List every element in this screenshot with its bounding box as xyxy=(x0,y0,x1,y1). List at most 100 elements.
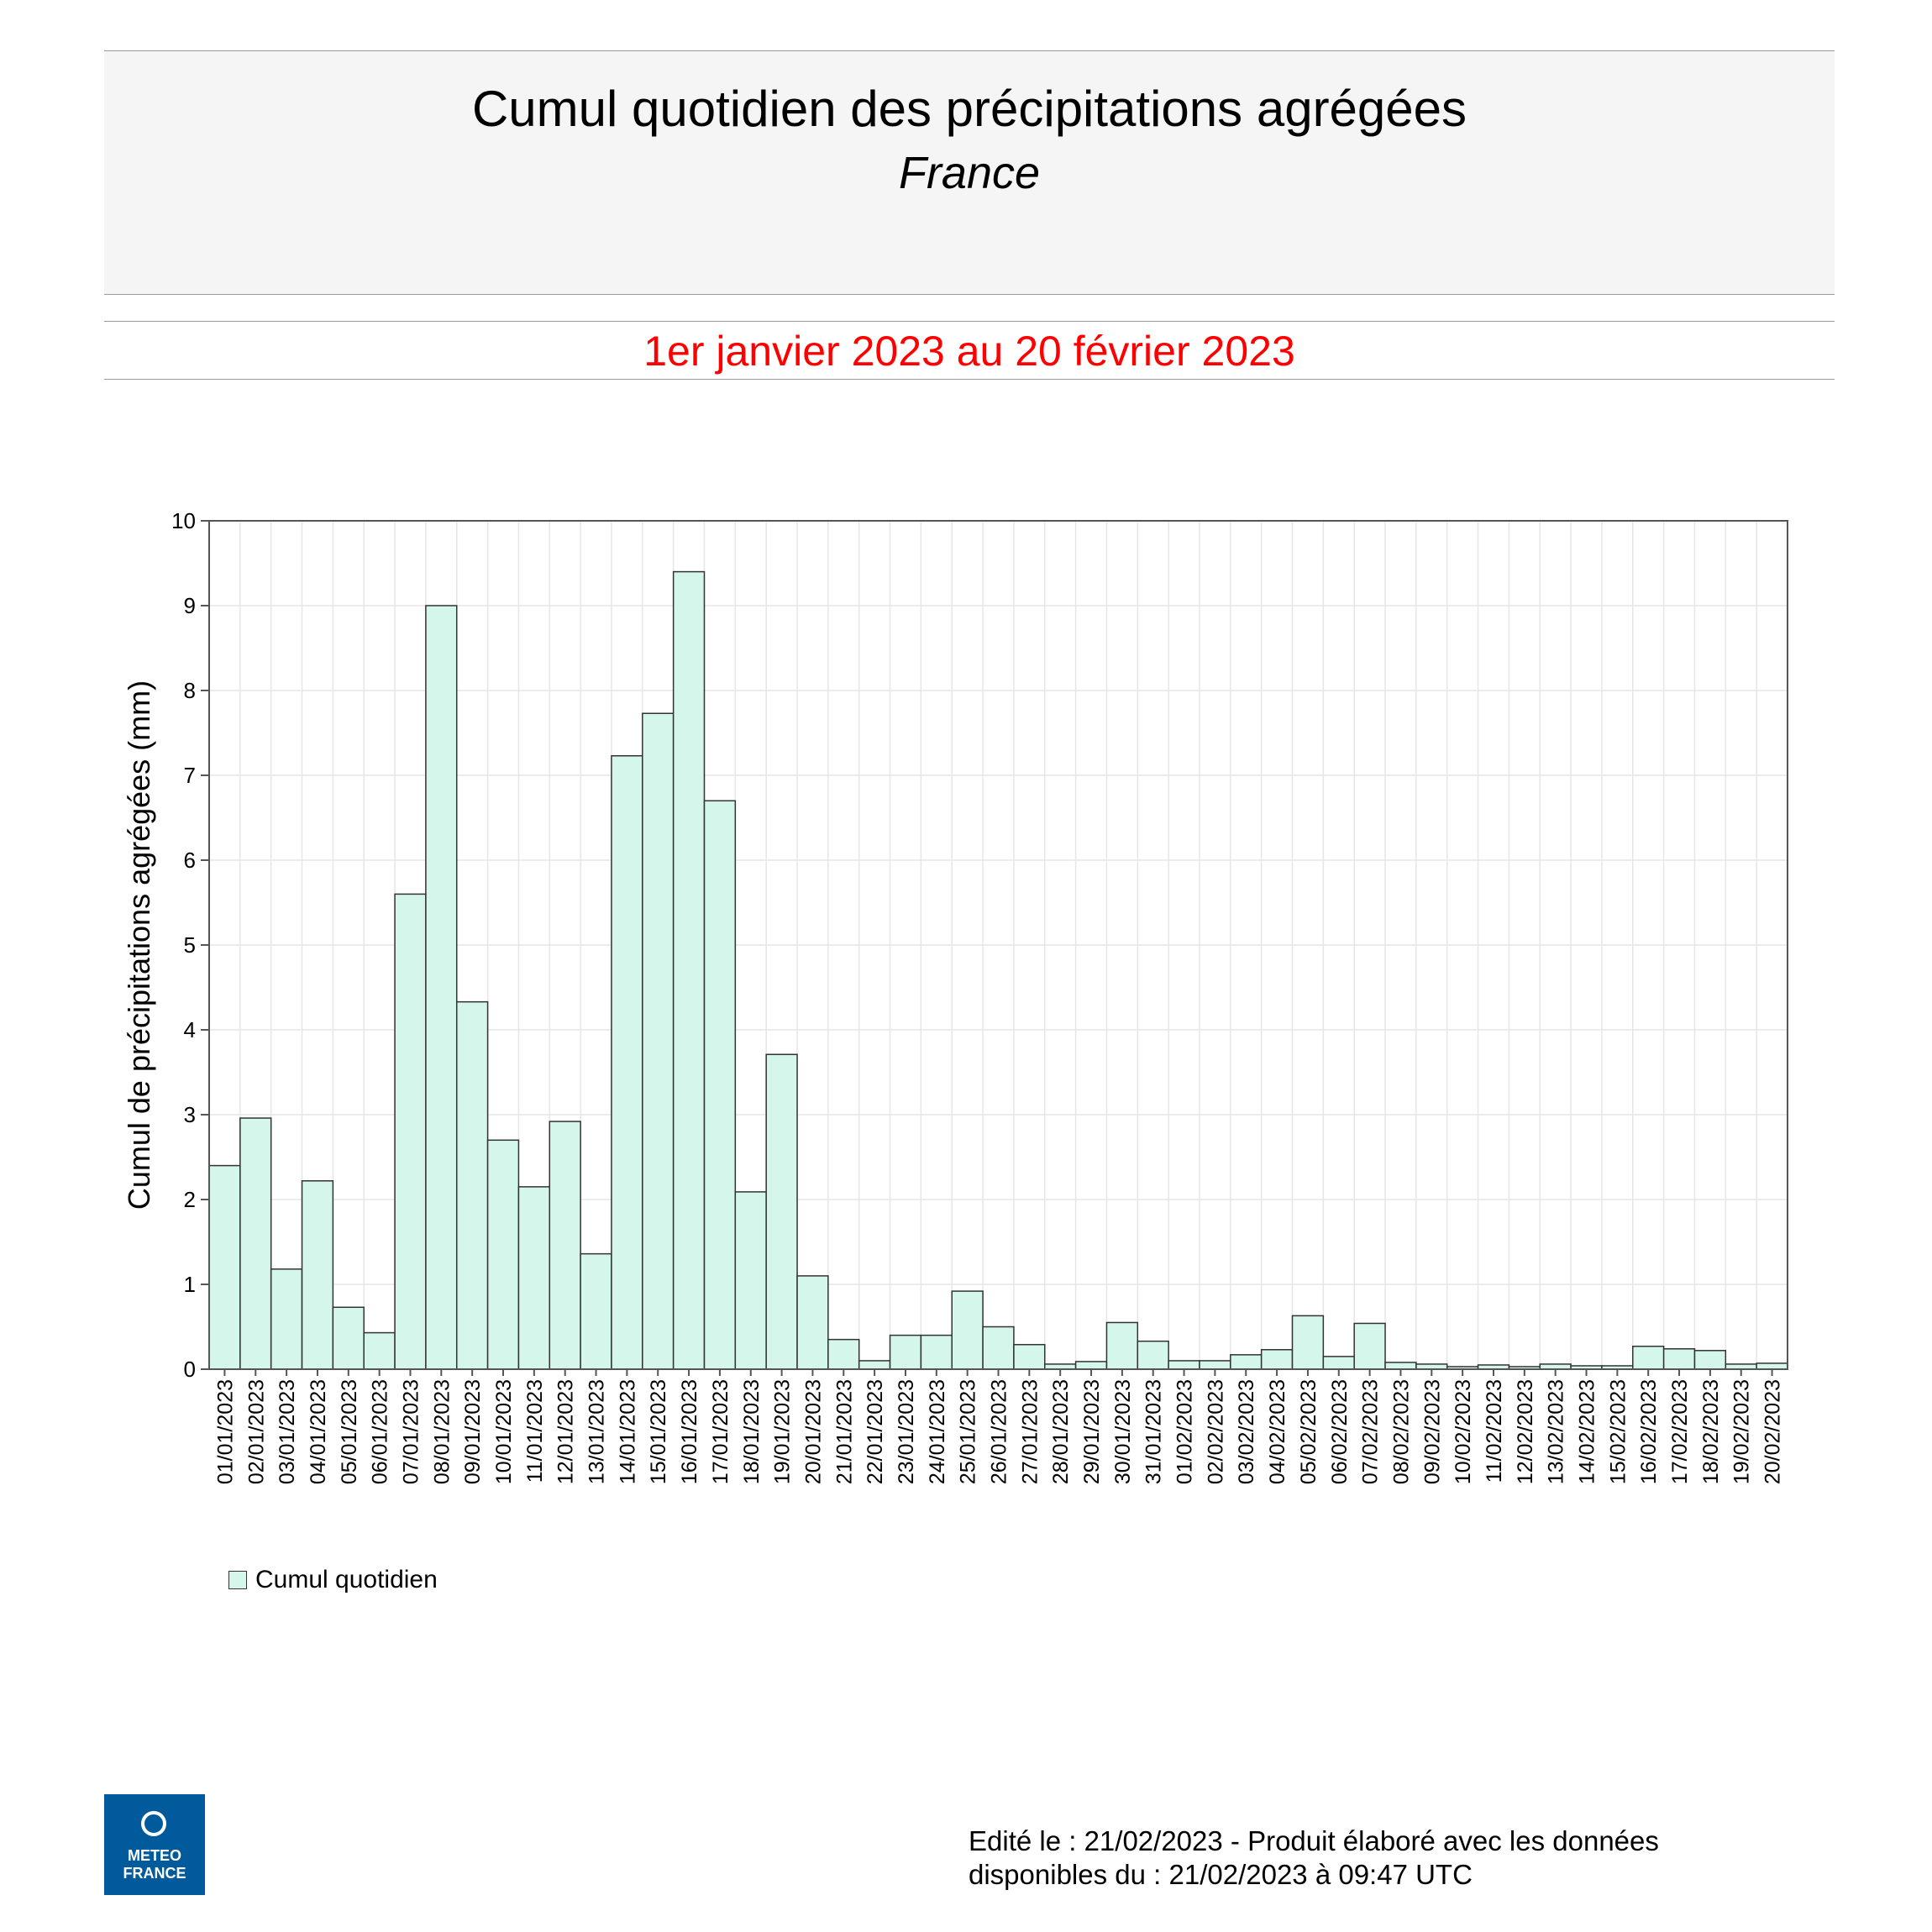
bar xyxy=(1756,1362,1788,1370)
bar xyxy=(580,1252,612,1370)
meteo-france-logo: METEO FRANCE xyxy=(104,1794,205,1895)
y-tick-label: 5 xyxy=(184,932,196,958)
bar xyxy=(1291,1315,1325,1370)
x-tick-label: 22/01/2023 xyxy=(864,1379,887,1484)
x-tick-label: 02/02/2023 xyxy=(1204,1379,1227,1484)
x-tick-label: 15/02/2023 xyxy=(1606,1379,1630,1484)
chart-bars xyxy=(208,570,1788,1370)
x-axis-ticks: 01/01/2023 02/01/2023 03/01/2023 04/01/2023… xyxy=(213,1369,1785,1484)
bar xyxy=(486,1139,520,1370)
bar xyxy=(363,1331,396,1370)
y-axis-label: Cumul de précipitations agrégées (mm) xyxy=(122,680,156,1210)
bar xyxy=(1693,1350,1727,1370)
bar xyxy=(1168,1360,1200,1370)
x-tick-label: 26/01/2023 xyxy=(988,1379,1011,1484)
bar xyxy=(301,1180,334,1370)
bar xyxy=(951,1290,984,1370)
bar xyxy=(1662,1348,1696,1370)
x-tick-label: 05/02/2023 xyxy=(1297,1379,1320,1484)
x-tick-label: 18/02/2023 xyxy=(1699,1379,1723,1484)
x-tick-label: 12/01/2023 xyxy=(554,1379,578,1484)
y-tick-label: 1 xyxy=(184,1272,196,1297)
y-axis-ticks: 0 1 2 3 4 5 6 7 8 9 10 xyxy=(171,508,209,1382)
y-tick-label: 4 xyxy=(184,1017,196,1042)
period-band: 1er janvier 2023 au 20 février 2023 xyxy=(104,321,1835,380)
x-tick-label: 29/01/2023 xyxy=(1080,1379,1104,1484)
logo-text-line2: FRANCE xyxy=(123,1865,186,1882)
chart-subtitle: France xyxy=(898,148,1041,198)
x-tick-label: 18/01/2023 xyxy=(740,1379,764,1484)
x-tick-label: 06/02/2023 xyxy=(1328,1379,1352,1484)
y-tick-label: 3 xyxy=(184,1102,196,1127)
x-tick-label: 08/01/2023 xyxy=(430,1379,454,1484)
logo-mark-icon xyxy=(141,1811,166,1836)
x-tick-label: 11/02/2023 xyxy=(1483,1379,1506,1483)
x-tick-label: 30/01/2023 xyxy=(1111,1379,1135,1484)
x-tick-label: 21/01/2023 xyxy=(832,1379,856,1484)
x-tick-label: 09/02/2023 xyxy=(1420,1379,1444,1484)
x-tick-label: 06/01/2023 xyxy=(369,1379,392,1484)
bar xyxy=(1353,1322,1386,1370)
x-tick-label: 09/01/2023 xyxy=(461,1379,485,1484)
bar xyxy=(1260,1349,1294,1370)
bar xyxy=(1013,1343,1046,1370)
x-tick-label: 07/01/2023 xyxy=(399,1379,423,1484)
x-tick-label: 13/02/2023 xyxy=(1545,1379,1568,1484)
bar xyxy=(765,1053,798,1370)
x-tick-label: 08/02/2023 xyxy=(1389,1379,1413,1484)
x-tick-label: 27/01/2023 xyxy=(1018,1379,1042,1484)
x-tick-label: 03/01/2023 xyxy=(276,1379,299,1484)
bar xyxy=(796,1275,829,1370)
bar xyxy=(889,1334,922,1370)
x-tick-label: 13/01/2023 xyxy=(585,1379,609,1484)
bar xyxy=(920,1334,953,1370)
bar xyxy=(1384,1362,1417,1370)
bar xyxy=(734,1191,767,1370)
x-tick-label: 23/01/2023 xyxy=(895,1379,918,1484)
bar xyxy=(611,755,643,1370)
legend-swatch xyxy=(228,1571,247,1589)
x-tick-label: 31/01/2023 xyxy=(1142,1379,1166,1484)
x-tick-label: 12/02/2023 xyxy=(1514,1379,1537,1484)
x-tick-label: 17/02/2023 xyxy=(1668,1379,1692,1484)
bar xyxy=(208,1164,241,1370)
bar xyxy=(332,1306,365,1370)
edition-footer: Edité le : 21/02/2023 - Produit élaboré … xyxy=(969,1824,1659,1892)
bar xyxy=(517,1186,551,1370)
y-tick-label: 7 xyxy=(184,763,196,788)
bar xyxy=(672,570,706,1370)
x-tick-label: 11/01/2023 xyxy=(523,1379,547,1483)
bar xyxy=(455,1000,489,1370)
x-tick-label: 10/01/2023 xyxy=(492,1379,516,1484)
footer-line1: Edité le : 21/02/2023 - Produit élaboré … xyxy=(969,1825,1659,1856)
header-panel: Cumul quotidien des précipitations agrég… xyxy=(104,50,1835,295)
x-tick-label: 04/02/2023 xyxy=(1266,1379,1289,1484)
x-tick-label: 04/01/2023 xyxy=(307,1379,330,1484)
bar xyxy=(858,1360,891,1370)
bar xyxy=(1137,1340,1169,1370)
y-tick-label: 6 xyxy=(184,848,196,873)
footer-line2: disponibles du : 21/02/2023 à 09:47 UTC xyxy=(969,1859,1473,1890)
x-tick-label: 01/02/2023 xyxy=(1173,1379,1197,1484)
y-tick-label: 10 xyxy=(171,508,196,533)
x-tick-label: 10/02/2023 xyxy=(1452,1379,1475,1484)
x-tick-label: 16/01/2023 xyxy=(678,1379,701,1484)
logo-text-line1: METEO xyxy=(127,1847,181,1864)
precipitation-bar-chart: 0 1 2 3 4 5 6 7 8 9 10 01/01/2023 02/01/2023 03/01/2… xyxy=(122,508,1788,1484)
legend-label: Cumul quotidien xyxy=(255,1566,438,1593)
x-tick-label: 20/01/2023 xyxy=(801,1379,825,1484)
x-tick-label: 25/01/2023 xyxy=(957,1379,980,1484)
bar xyxy=(1105,1321,1139,1370)
x-tick-label: 14/02/2023 xyxy=(1576,1379,1599,1484)
y-tick-label: 8 xyxy=(184,678,196,703)
bar xyxy=(239,1117,272,1370)
x-tick-label: 15/01/2023 xyxy=(647,1379,670,1484)
x-tick-label: 05/01/2023 xyxy=(338,1379,361,1484)
bar xyxy=(394,893,427,1370)
chart-title: Cumul quotidien des précipitations agrég… xyxy=(471,81,1467,137)
x-tick-label: 24/01/2023 xyxy=(926,1379,949,1484)
x-tick-label: 28/01/2023 xyxy=(1049,1379,1073,1484)
y-tick-label: 2 xyxy=(184,1187,196,1212)
x-tick-label: 20/02/2023 xyxy=(1761,1379,1785,1484)
x-tick-label: 17/01/2023 xyxy=(709,1379,732,1484)
